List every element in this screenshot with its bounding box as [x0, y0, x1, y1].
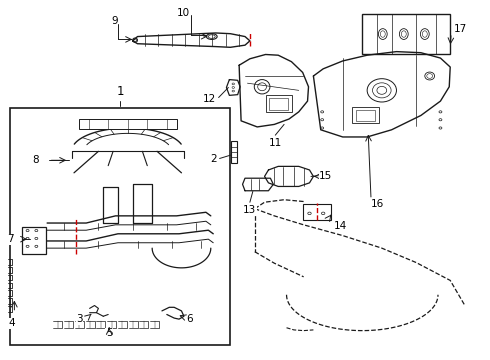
Text: 12: 12: [202, 94, 216, 104]
Bar: [362, 14, 450, 54]
Text: 13: 13: [243, 205, 256, 215]
Text: 11: 11: [269, 138, 282, 148]
Bar: [231, 140, 237, 163]
Bar: [267, 95, 292, 112]
Text: 14: 14: [334, 221, 347, 231]
Text: 1: 1: [117, 85, 124, 98]
Text: 4: 4: [8, 319, 15, 328]
Bar: [10, 108, 230, 345]
Text: 8: 8: [32, 155, 39, 165]
Text: 17: 17: [454, 24, 467, 35]
Text: 5: 5: [106, 328, 113, 338]
Bar: [303, 204, 331, 220]
Text: 9: 9: [111, 17, 118, 27]
Text: 2: 2: [210, 154, 217, 164]
Text: 7: 7: [7, 234, 14, 244]
Bar: [22, 226, 46, 253]
Bar: [79, 119, 176, 129]
Text: 10: 10: [177, 8, 190, 18]
Bar: [270, 98, 288, 110]
Text: 6: 6: [186, 314, 193, 324]
Text: 3: 3: [76, 314, 83, 324]
Bar: [352, 107, 379, 123]
Bar: [356, 110, 375, 121]
Text: 15: 15: [319, 171, 333, 181]
Text: 16: 16: [371, 199, 384, 210]
